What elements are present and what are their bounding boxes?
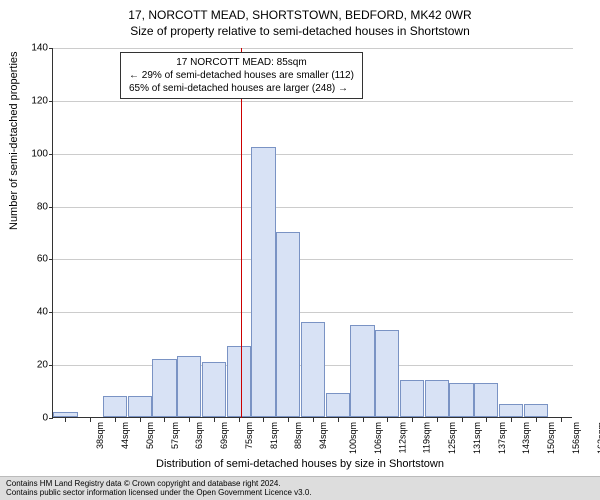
ytick-label: 80: [18, 201, 48, 212]
ytick-mark: [49, 312, 53, 313]
chart-title-address: 17, NORCOTT MEAD, SHORTSTOWN, BEDFORD, M…: [0, 0, 600, 22]
xtick-mark: [214, 418, 215, 422]
info-box-line2: ← 29% of semi-detached houses are smalle…: [129, 69, 354, 82]
xtick-label: 88sqm: [293, 422, 303, 449]
xtick-label: 75sqm: [244, 422, 254, 449]
xtick-label: 50sqm: [145, 422, 155, 449]
xtick-label: 81sqm: [269, 422, 279, 449]
histogram-bar: [350, 325, 374, 418]
ytick-mark: [49, 259, 53, 260]
histogram-bar: [177, 356, 201, 417]
xtick-label: 131sqm: [472, 422, 482, 454]
xtick-mark: [338, 418, 339, 422]
xtick-label: 112sqm: [397, 422, 407, 453]
xtick-label: 63sqm: [194, 422, 204, 449]
xtick-mark: [511, 418, 512, 422]
histogram-bar: [301, 322, 325, 417]
reference-line: [241, 48, 242, 418]
footer-line2: Contains public sector information licen…: [6, 488, 594, 498]
xtick-mark: [189, 418, 190, 422]
xtick-label: 57sqm: [170, 422, 180, 449]
ytick-mark: [49, 101, 53, 102]
xtick-mark: [239, 418, 240, 422]
ytick-label: 20: [18, 360, 48, 371]
ytick-label: 140: [18, 43, 48, 54]
histogram-bar: [276, 232, 300, 417]
ytick-label: 0: [18, 413, 48, 424]
histogram-bar: [53, 412, 77, 417]
info-box: 17 NORCOTT MEAD: 85sqm ← 29% of semi-det…: [120, 52, 363, 99]
xtick-mark: [561, 418, 562, 422]
gridline: [53, 48, 573, 49]
histogram-bar: [128, 396, 152, 417]
xtick-mark: [164, 418, 165, 422]
histogram-bar: [449, 383, 473, 417]
x-axis-label: Distribution of semi-detached houses by …: [0, 458, 600, 470]
plot-area: 02040608010012014038sqm44sqm50sqm57sqm63…: [52, 48, 572, 418]
info-box-line3: 65% of semi-detached houses are larger (…: [129, 82, 354, 95]
histogram-bar: [425, 380, 449, 417]
xtick-label: 143sqm: [521, 422, 531, 454]
xtick-mark: [90, 418, 91, 422]
xtick-mark: [65, 418, 66, 422]
ytick-mark: [49, 418, 53, 419]
ytick-label: 40: [18, 307, 48, 318]
ytick-label: 60: [18, 254, 48, 265]
xtick-mark: [115, 418, 116, 422]
xtick-label: 69sqm: [219, 422, 229, 449]
ytick-mark: [49, 154, 53, 155]
chart-plot: 02040608010012014038sqm44sqm50sqm57sqm63…: [52, 48, 572, 418]
histogram-bar: [202, 362, 226, 418]
xtick-label: 156sqm: [571, 422, 581, 454]
histogram-bar: [227, 346, 251, 417]
info-box-line1: 17 NORCOTT MEAD: 85sqm: [129, 56, 354, 69]
histogram-bar: [474, 383, 498, 417]
chart-title-subtitle: Size of property relative to semi-detach…: [0, 22, 600, 38]
xtick-label: 44sqm: [120, 422, 130, 449]
xtick-label: 137sqm: [497, 422, 507, 454]
xtick-mark: [263, 418, 264, 422]
xtick-label: 100sqm: [348, 422, 358, 454]
xtick-label: 94sqm: [318, 422, 328, 449]
gridline: [53, 101, 573, 102]
footer-line1: Contains HM Land Registry data © Crown c…: [6, 479, 594, 489]
xtick-label: 38sqm: [95, 422, 105, 449]
ytick-mark: [49, 365, 53, 366]
xtick-mark: [288, 418, 289, 422]
gridline: [53, 312, 573, 313]
xtick-mark: [412, 418, 413, 422]
histogram-bar: [375, 330, 399, 417]
gridline: [53, 259, 573, 260]
histogram-bar: [400, 380, 424, 417]
histogram-bar: [326, 393, 350, 417]
histogram-bar: [524, 404, 548, 417]
ytick-label: 120: [18, 95, 48, 106]
histogram-bar: [499, 404, 523, 417]
xtick-mark: [313, 418, 314, 422]
xtick-mark: [437, 418, 438, 422]
xtick-mark: [363, 418, 364, 422]
gridline: [53, 207, 573, 208]
xtick-mark: [387, 418, 388, 422]
xtick-label: 119sqm: [422, 422, 432, 453]
xtick-label: 150sqm: [546, 422, 556, 454]
histogram-bar: [152, 359, 176, 417]
ytick-mark: [49, 207, 53, 208]
xtick-label: 162sqm: [596, 422, 600, 454]
histogram-bar: [251, 147, 275, 417]
xtick-mark: [462, 418, 463, 422]
footer-attribution: Contains HM Land Registry data © Crown c…: [0, 476, 600, 500]
ytick-label: 100: [18, 148, 48, 159]
ytick-mark: [49, 48, 53, 49]
xtick-mark: [486, 418, 487, 422]
xtick-mark: [536, 418, 537, 422]
histogram-bar: [103, 396, 127, 417]
xtick-label: 125sqm: [447, 422, 457, 454]
xtick-label: 106sqm: [373, 422, 383, 454]
gridline: [53, 154, 573, 155]
xtick-mark: [140, 418, 141, 422]
